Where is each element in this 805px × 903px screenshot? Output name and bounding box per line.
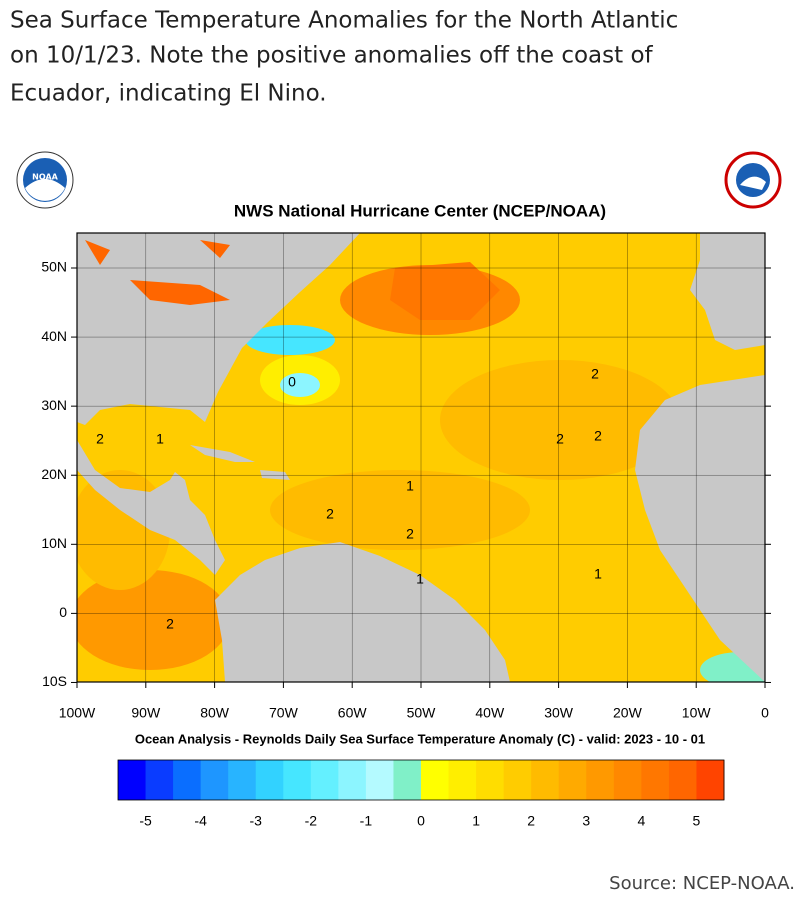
colorbar-label: 1 [472, 813, 480, 829]
colorbar-label: -4 [194, 813, 207, 829]
contour-label: 1 [156, 431, 164, 447]
colorbar-segment [476, 760, 505, 800]
colorbar-segment [641, 760, 670, 800]
colorbar-frame [117, 759, 725, 801]
contour-label: 0 [288, 374, 296, 390]
colorbar-segment [145, 760, 174, 800]
lat-label: 50N [41, 259, 67, 275]
lon-label: 60W [338, 705, 368, 721]
colorbar-label: -1 [360, 813, 373, 829]
caption-line: on 10/1/23. Note the positive anomalies … [10, 43, 654, 69]
nws-logo [724, 151, 782, 209]
lon-label: 10W [682, 705, 712, 721]
colorbar-segment [310, 760, 339, 800]
colorbar-segment [228, 760, 257, 800]
grid [71, 233, 771, 688]
lon-label: 30W [544, 705, 574, 721]
lon-label: 40W [475, 705, 505, 721]
contour-label: 2 [406, 526, 414, 542]
colorbar-segment [365, 760, 394, 800]
colorbar-segment [668, 760, 697, 800]
contour-label: 2 [96, 431, 104, 447]
colorbar-segment [118, 760, 147, 800]
lon-label: 20W [613, 705, 643, 721]
caption-line: Sea Surface Temperature Anomalies for th… [10, 8, 678, 34]
lat-label: 20N [41, 466, 67, 482]
source: Source: NCEP-NOAA. [609, 873, 795, 894]
colorbar-label: 2 [527, 813, 535, 829]
colorbar-label: 3 [582, 813, 590, 829]
lat-label: 30N [41, 397, 67, 413]
colorbar-segment [338, 760, 367, 800]
contour-label: 2 [591, 366, 599, 382]
colorbar-segment [255, 760, 284, 800]
lat-label: 10N [41, 535, 67, 551]
lon-label: 50W [407, 705, 437, 721]
lon-label: 100W [59, 705, 96, 721]
contour-label: 1 [594, 566, 602, 582]
contour-label: 2 [594, 428, 602, 444]
colorbar-segment [200, 760, 229, 800]
colorbar-segment [613, 760, 642, 800]
colorbar-label: 0 [417, 813, 425, 829]
noaa-logo: NOAA [16, 151, 74, 209]
lat-label: 10S [42, 673, 67, 689]
colorbar-segment [421, 760, 450, 800]
lat-label: 40N [41, 328, 67, 344]
lat-label: 0 [59, 604, 67, 620]
map-title: NWS National Hurricane Center (NCEP/NOAA… [234, 201, 606, 220]
lon-label: 80W [200, 705, 230, 721]
logo-text: NOAA [32, 173, 58, 182]
colorbar-segment [283, 760, 312, 800]
colorbar-label: -5 [139, 813, 152, 829]
colorbar-segment [173, 760, 202, 800]
colorbar-label: -3 [250, 813, 263, 829]
colorbar-label: 5 [693, 813, 701, 829]
lon-label: 70W [269, 705, 299, 721]
lon-label: 90W [131, 705, 161, 721]
contour-label: 1 [406, 478, 414, 494]
colorbar-label: -2 [305, 813, 318, 829]
contour-label: 2 [326, 506, 334, 522]
colorbar-segment [531, 760, 560, 800]
colorbar-segment [393, 760, 422, 800]
colorbar-label: 4 [637, 813, 645, 829]
map-subtitle: Ocean Analysis - Reynolds Daily Sea Surf… [135, 731, 705, 746]
caption-line: Ecuador, indicating El Nino. [10, 81, 327, 107]
contour-label: 2 [166, 616, 174, 632]
map-frame [76, 232, 766, 683]
map [77, 233, 765, 682]
lon-label: 0 [761, 705, 769, 721]
colorbar-segment [586, 760, 615, 800]
colorbar-segment [503, 760, 532, 800]
contour-label: 2 [556, 431, 564, 447]
colorbar-segment [558, 760, 587, 800]
contour-label: 1 [416, 571, 424, 587]
colorbar-segment [696, 760, 725, 800]
colorbar-segment [448, 760, 477, 800]
